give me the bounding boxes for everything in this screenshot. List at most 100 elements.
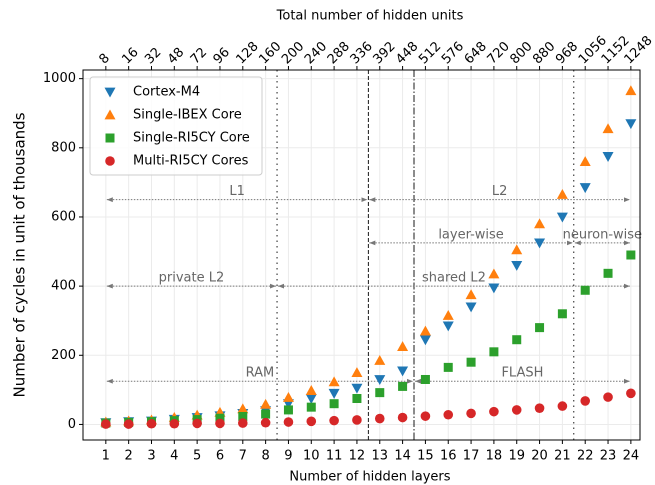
- x-tick-label: 23: [600, 449, 617, 464]
- x-axis-label: Number of hidden layers: [289, 470, 450, 485]
- point: [397, 366, 409, 377]
- top-tick-label: 392: [370, 39, 398, 67]
- point: [579, 156, 591, 167]
- x-tick-label: 21: [554, 449, 571, 464]
- point: [603, 392, 613, 402]
- legend-marker: [105, 133, 115, 143]
- point: [488, 283, 500, 294]
- point: [443, 409, 454, 420]
- point: [283, 417, 294, 427]
- point: [466, 357, 476, 367]
- point: [557, 401, 568, 411]
- point: [465, 302, 477, 313]
- point: [488, 268, 500, 279]
- point: [511, 244, 523, 255]
- point: [556, 188, 568, 199]
- top-tick-label: 200: [279, 39, 307, 67]
- legend-label: Cortex-M4: [133, 85, 200, 100]
- top-tick-label: 720: [485, 39, 513, 67]
- x-tick-label: 20: [531, 449, 548, 464]
- point: [237, 418, 248, 428]
- point: [398, 381, 408, 391]
- point: [534, 238, 546, 249]
- point: [557, 309, 567, 319]
- annotation-label: private L2: [159, 271, 225, 286]
- point: [511, 260, 523, 271]
- top-tick-label: 48: [165, 45, 187, 67]
- point: [465, 289, 477, 300]
- point: [512, 335, 522, 345]
- point: [442, 321, 454, 332]
- y-axis-label: Number of cycles in unit of thousands: [11, 112, 29, 397]
- annotation-label: L1: [229, 184, 245, 199]
- point: [602, 152, 614, 162]
- top-tick-label: 96: [211, 45, 233, 67]
- point: [603, 268, 613, 278]
- point: [146, 418, 157, 429]
- point: [489, 347, 499, 357]
- x-tick-label: 16: [440, 449, 457, 464]
- point: [215, 413, 225, 423]
- annotation-label: RAM: [246, 366, 275, 381]
- x-tick-label: 18: [486, 449, 503, 464]
- point: [328, 376, 340, 387]
- legend-label: Single-IBEX Core: [133, 108, 242, 123]
- top-tick-label: 8: [97, 51, 113, 67]
- x-tick-label: 4: [170, 449, 178, 464]
- x-tick-label: 10: [303, 449, 320, 464]
- top-tick-label: 512: [416, 39, 444, 67]
- top-tick-label: 240: [302, 39, 330, 67]
- top-tick-label: 32: [142, 45, 164, 67]
- point: [306, 416, 317, 427]
- point: [192, 418, 202, 429]
- point: [351, 383, 363, 394]
- y-tick-label: 200: [51, 348, 76, 363]
- point: [626, 388, 636, 399]
- point: [305, 394, 317, 405]
- point: [534, 218, 546, 229]
- point: [580, 285, 590, 295]
- top-tick-label: 880: [530, 39, 558, 67]
- point: [374, 375, 386, 385]
- x-tick-label: 11: [326, 449, 343, 464]
- top-tick-label: 160: [256, 39, 284, 67]
- legend-marker: [105, 156, 115, 166]
- point: [397, 412, 408, 423]
- point: [329, 415, 339, 426]
- point: [625, 85, 637, 96]
- y-tick-label: 800: [51, 140, 76, 155]
- x-tick-label: 5: [193, 449, 201, 464]
- x-tick-label: 15: [417, 449, 434, 464]
- point: [238, 411, 248, 421]
- annotation-label: FLASH: [501, 366, 543, 381]
- x-tick-label: 1: [102, 449, 110, 464]
- x-tick-label: 8: [261, 449, 269, 464]
- x-tick-label: 19: [508, 449, 525, 464]
- legend-label: Single-RI5CY Core: [133, 131, 250, 146]
- top-tick-label: 648: [462, 39, 490, 67]
- point: [351, 367, 363, 377]
- point: [101, 419, 111, 429]
- y-tick-label: 600: [51, 209, 76, 224]
- point: [397, 341, 409, 352]
- x-tick-label: 22: [577, 449, 594, 464]
- plot-frame: [82, 69, 641, 441]
- point: [306, 402, 316, 412]
- y-tick-label: 400: [51, 279, 76, 294]
- annotation-label: L2: [492, 184, 508, 199]
- point: [580, 396, 591, 406]
- legend: Cortex-M4 Single-IBEX Core Single-RI5CY Co…: [89, 76, 263, 176]
- annotation-label: shared L2: [422, 271, 486, 286]
- annotation-label: neuron-wise: [563, 227, 642, 242]
- point: [237, 403, 249, 414]
- point: [352, 415, 362, 425]
- x-tick-label: 7: [239, 449, 247, 464]
- point: [511, 405, 522, 415]
- point: [419, 335, 431, 346]
- point: [374, 413, 385, 424]
- point: [420, 374, 430, 384]
- legend-marker: [104, 87, 116, 98]
- point: [261, 409, 271, 419]
- point: [375, 388, 385, 398]
